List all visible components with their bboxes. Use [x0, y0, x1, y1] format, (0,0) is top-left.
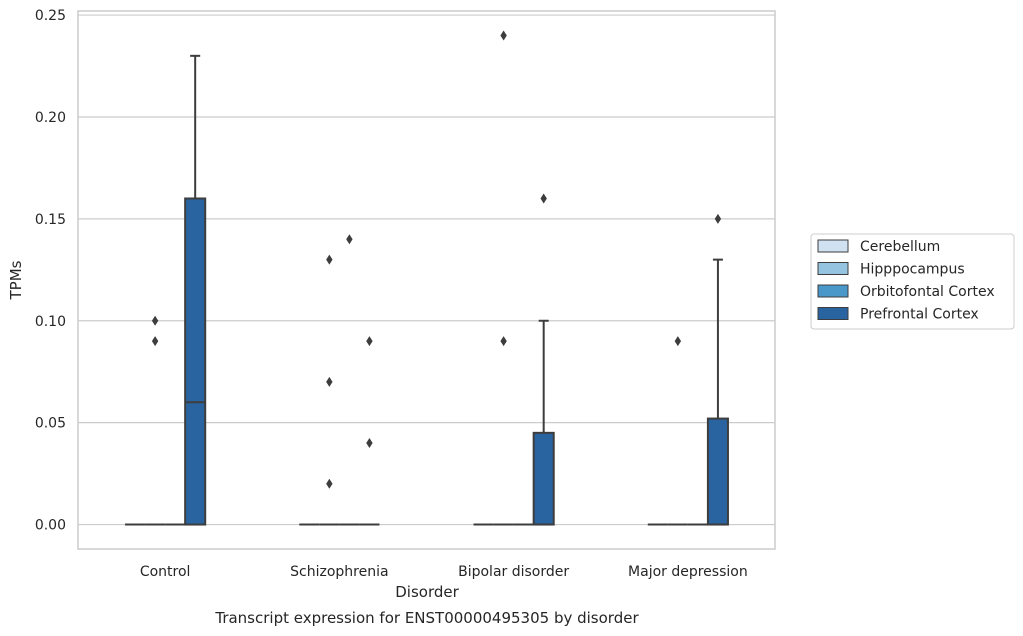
plot-area [77, 10, 776, 550]
x-tick-label: Major depression [628, 564, 748, 580]
legend-items: Cerebellum Hipppocampus Orbitofontal Corte… [817, 239, 995, 323]
legend-swatch [817, 284, 849, 298]
legend-frame [810, 233, 1015, 330]
legend: Cerebellum Hipppocampus Orbitofontal Corte… [810, 233, 1015, 330]
box [667, 336, 688, 526]
y-tick-label: 0.10 [35, 314, 66, 330]
outlier-point [366, 438, 373, 449]
y-tick-label: 0.25 [35, 8, 66, 24]
outlier-point [326, 478, 333, 489]
legend-label: Hipppocampus [860, 262, 965, 278]
legend-label: Cerebellum [860, 239, 940, 255]
outlier-point [500, 336, 507, 347]
box [493, 30, 514, 526]
box-body [706, 417, 729, 526]
boxes-layer [125, 30, 729, 526]
x-tick-labels: Control Schizophrenia Bipolar disorder Majo… [140, 564, 748, 580]
outlier-point [151, 336, 159, 347]
outlier-point [151, 315, 159, 326]
legend-label: Orbitofontal Cortex [860, 284, 995, 300]
x-tick-label: Bipolar disorder [458, 564, 569, 580]
y-tick-label: 0.05 [35, 416, 66, 432]
box [184, 54, 207, 526]
box [706, 213, 729, 526]
x-tick-label: Schizophrenia [290, 564, 388, 580]
box [359, 336, 380, 526]
box [339, 234, 360, 526]
outlier-point [326, 254, 333, 265]
box [319, 254, 340, 526]
y-tick-label: 0.20 [35, 110, 66, 126]
box-body [184, 197, 207, 526]
x-axis-title: Disorder [395, 583, 459, 601]
x-tick-label: Control [140, 564, 191, 580]
outlier-point [366, 336, 373, 347]
y-tick-label: 0.15 [35, 212, 66, 228]
y-axis-title: TPMs [7, 260, 25, 300]
legend-swatch [817, 307, 849, 320]
legend-swatch [817, 262, 849, 275]
outlier-point [326, 376, 333, 387]
legend-swatch [817, 239, 849, 253]
box [145, 315, 166, 526]
y-tick-labels: 0.00 0.05 0.10 0.15 0.20 0.25 [35, 8, 66, 533]
outlier-point [346, 234, 353, 245]
legend-label: Prefrontal Cortex [860, 307, 979, 323]
box [532, 193, 555, 526]
box-body [532, 431, 555, 526]
outlier-point [674, 336, 682, 347]
chart-caption: Transcript expression for ENST0000049530… [214, 609, 639, 627]
y-tick-label: 0.00 [35, 518, 66, 534]
outlier-point [500, 30, 507, 41]
outlier-point [714, 213, 722, 224]
outlier-point [540, 193, 547, 204]
